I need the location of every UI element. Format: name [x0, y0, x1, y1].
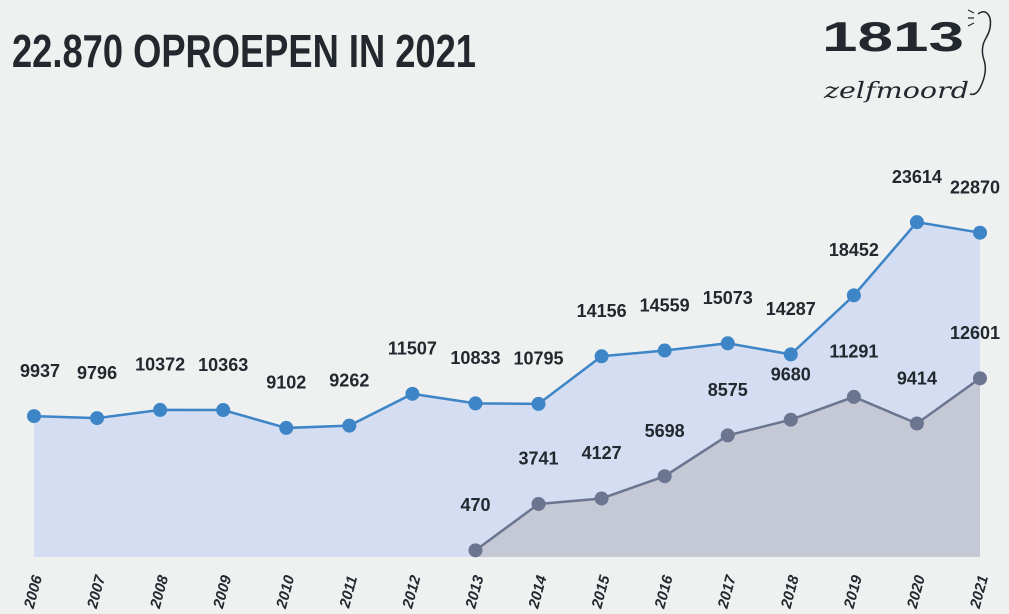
point [846, 288, 861, 303]
x-tick-label: 2019 [841, 573, 866, 611]
logo-ring [967, 9, 975, 27]
point [531, 396, 546, 411]
line [33, 220, 981, 430]
point [909, 215, 924, 230]
point [594, 491, 609, 506]
point [657, 469, 672, 484]
x-tick-label: 2013 [462, 573, 487, 611]
point [720, 336, 735, 351]
x-tick-label: 2018 [777, 573, 802, 611]
data-label: 470 [460, 495, 490, 515]
area [475, 378, 980, 557]
x-tick-label: 2010 [273, 573, 298, 611]
point [468, 543, 483, 558]
data-label: 10372 [135, 355, 185, 375]
data-label: 9102 [266, 373, 306, 393]
data-label: 9262 [329, 370, 369, 390]
point [594, 349, 609, 364]
x-tick-label: 2007 [84, 573, 109, 611]
data-label: 18452 [829, 240, 879, 260]
point [846, 389, 861, 404]
data-label: 9937 [20, 361, 60, 381]
data-label: 9796 [77, 363, 117, 383]
point [973, 225, 987, 240]
point [531, 496, 546, 511]
point [342, 418, 357, 433]
x-tick-label: 2008 [147, 573, 172, 611]
point [153, 402, 168, 417]
point [783, 347, 798, 362]
x-tick-label: 2011 [336, 574, 361, 611]
logo-number: 1813 [822, 13, 964, 60]
point [216, 403, 231, 418]
data-label: 4127 [582, 443, 622, 463]
x-tick-label: 2017 [714, 573, 739, 611]
point [909, 416, 924, 431]
logo-tagline: zelfmoord [823, 79, 969, 104]
x-tick-label: 2021 [967, 574, 992, 612]
point [90, 411, 105, 426]
x-tick-label: 2009 [210, 573, 235, 611]
data-label: 8575 [708, 380, 748, 400]
data-label: 14287 [766, 299, 816, 319]
point [783, 412, 798, 427]
data-label: 9680 [771, 364, 811, 384]
data-label: 3741 [519, 449, 559, 469]
data-label: 15073 [703, 288, 753, 308]
data-label: 12601 [950, 323, 1000, 343]
point [657, 343, 672, 358]
x-tick-label: 2014 [525, 573, 550, 611]
data-label: 9414 [897, 368, 937, 388]
plot: 2006 2007 2008 2009 2010 2011 2012 2013 2014 2015… [20, 167, 1000, 611]
x-tick-label: 2020 [904, 573, 929, 611]
x-tick-label: 2006 [21, 573, 46, 611]
point [973, 371, 987, 386]
data-label: 22870 [950, 177, 1000, 197]
data-label: 11507 [388, 339, 437, 359]
data-label: 14559 [640, 295, 690, 315]
data-label: 5698 [645, 421, 685, 441]
point [405, 386, 420, 401]
data-label: 10833 [450, 348, 500, 368]
x-tick-label: 2016 [651, 573, 676, 611]
data-label: 10363 [198, 355, 248, 375]
point [27, 409, 41, 424]
x-tick-label: 2012 [399, 573, 424, 611]
data-label: 10795 [514, 349, 564, 369]
point [468, 396, 483, 411]
chart-title: 22.870 OPROEPEN IN 2021 [12, 25, 476, 77]
logo-phone [969, 11, 992, 96]
x-tick-label: 2015 [588, 573, 613, 611]
point [720, 428, 735, 443]
point [279, 420, 294, 435]
data-label: 23614 [892, 167, 942, 187]
data-label: 11291 [829, 342, 878, 362]
data-label: 14156 [577, 301, 627, 321]
